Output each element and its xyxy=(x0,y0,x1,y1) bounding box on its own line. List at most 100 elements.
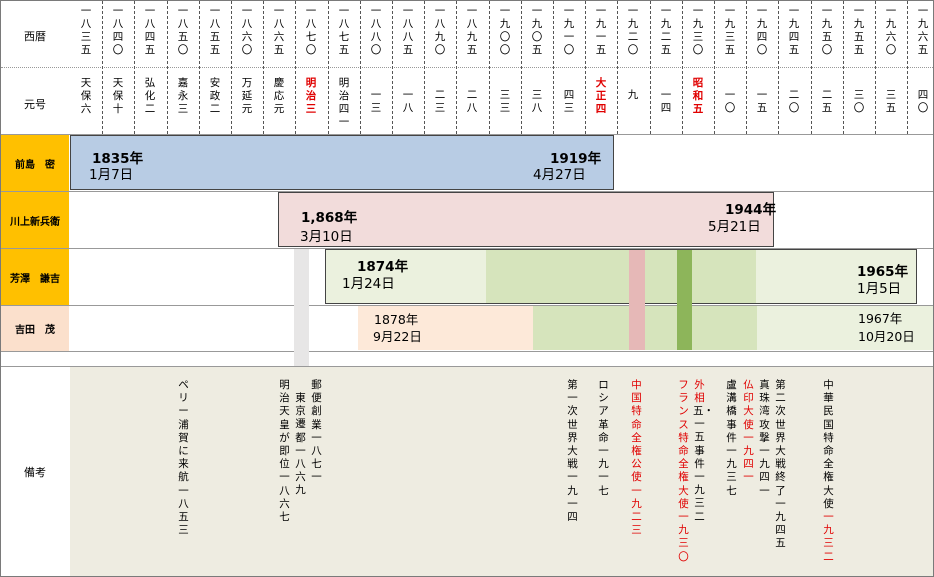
note-france-ambassador: フランス特命全権大使一九三〇 xyxy=(678,379,689,563)
note-sento: 東京遷都一八六九 xyxy=(295,392,306,497)
seireki-year: 一九一五 xyxy=(595,5,607,56)
gengo-era: 三五 xyxy=(885,89,897,114)
gengo-era: 弘化二 xyxy=(144,77,156,115)
seireki-year: 一九五五 xyxy=(853,5,865,56)
gengo-era: 三〇 xyxy=(853,89,865,114)
gengo-era: 慶応元 xyxy=(273,77,285,115)
row-divider xyxy=(1,351,933,352)
year-separator xyxy=(263,1,264,134)
gengo-era: 一三 xyxy=(370,89,382,114)
maejima-start-day: 1月7日 xyxy=(89,167,134,183)
gengo-era: 一四 xyxy=(660,89,672,114)
year-separator xyxy=(585,1,586,134)
year-separator xyxy=(102,1,103,134)
seireki-year: 一九〇五 xyxy=(531,5,543,56)
seireki-year: 一八七五 xyxy=(338,5,350,56)
seireki-year: 一八八〇 xyxy=(370,5,382,56)
year-separator xyxy=(231,1,232,134)
yoshizawa-end-day: 1月5日 xyxy=(857,281,902,297)
year-separator xyxy=(360,1,361,134)
gengo-era: 九 xyxy=(627,89,639,101)
seireki-year: 一九六五 xyxy=(917,5,929,56)
seireki-year: 一九三〇 xyxy=(692,5,704,56)
yoshizawa-end-year: 1965年 xyxy=(857,264,909,280)
gengo-era: 四〇 xyxy=(917,89,929,114)
year-separator xyxy=(328,1,329,134)
maejima-end-year: 1919年 xyxy=(550,151,602,167)
kawakami-bar xyxy=(278,192,774,247)
year-separator xyxy=(650,1,651,134)
seireki-year: 一八五〇 xyxy=(177,5,189,56)
biko-header: 備考 xyxy=(24,465,46,479)
gengo-era: 二〇 xyxy=(788,89,800,114)
note-roc-ambassador-text: 中華民国特命全権大使一九三二 xyxy=(823,379,834,563)
year-separator xyxy=(489,1,490,134)
yoshida-end-year: 1967年 xyxy=(858,311,903,326)
gengo-era: 嘉永三 xyxy=(177,77,189,115)
seireki-year: 一八四五 xyxy=(144,5,156,56)
seireki-year: 一八六〇 xyxy=(241,5,253,56)
yoshizawa-green-band xyxy=(486,250,756,303)
seireki-header: 西暦 xyxy=(24,30,46,43)
gengo-era: 大正四 xyxy=(595,77,607,115)
year-separator xyxy=(875,1,876,134)
maejima-bar xyxy=(70,135,614,190)
seireki-year: 一八三五 xyxy=(80,5,92,56)
year-separator xyxy=(778,1,779,134)
seireki-year: 一九二〇 xyxy=(627,5,639,56)
biko-background xyxy=(70,367,933,576)
note-pearl-harbor: 真珠湾攻撃一九四一 xyxy=(759,379,770,497)
year-separator xyxy=(714,1,715,134)
gengo-era: 三八 xyxy=(531,89,543,114)
gengo-era: 二八 xyxy=(466,89,478,114)
grey-band-1868 xyxy=(294,249,309,366)
gengo-era: 天保六 xyxy=(80,77,92,115)
gengo-era: 四三 xyxy=(563,89,575,114)
gengo-era: 昭和五 xyxy=(692,77,704,115)
year-separator xyxy=(843,1,844,134)
seireki-year: 一九六〇 xyxy=(885,5,897,56)
seireki-year: 一九三五 xyxy=(724,5,736,56)
row-divider xyxy=(1,305,933,306)
gengo-header: 元号 xyxy=(24,98,46,111)
seireki-year: 一九四〇 xyxy=(756,5,768,56)
year-separator xyxy=(521,1,522,134)
note-china-envoy: 中国特命全権公使一九二三 xyxy=(631,379,642,537)
year-separator xyxy=(199,1,200,134)
note-yubin: 郵便創業一八七一 xyxy=(311,379,322,484)
gengo-era: 天保十 xyxy=(112,77,124,115)
year-separator xyxy=(167,1,168,134)
note-ww2-end: 第二次世界大戦終了一九四五 xyxy=(775,379,786,550)
kawakami-end-day: 5月21日 xyxy=(708,219,761,235)
year-separator xyxy=(907,1,908,134)
row-divider xyxy=(1,191,933,192)
seireki-year: 一八四〇 xyxy=(112,5,124,56)
biko-top-line xyxy=(1,366,933,367)
seireki-year: 一九二五 xyxy=(660,5,672,56)
year-separator xyxy=(617,1,618,134)
gengo-era: 三三 xyxy=(499,89,511,114)
seireki-year: 一八九五 xyxy=(466,5,478,56)
dark-green-band-1930 xyxy=(677,250,692,350)
note-meiji-tenno: 明治天皇が即位一八六七 xyxy=(279,379,290,524)
yoshida-midgreen-band xyxy=(533,306,757,350)
year-separator xyxy=(553,1,554,134)
person-label-yoshida: 吉田 茂 xyxy=(1,306,69,351)
row-divider xyxy=(1,248,933,249)
gengo-era: 一〇 xyxy=(724,89,736,114)
year-separator xyxy=(456,1,457,134)
seireki-year: 一九一〇 xyxy=(563,5,575,56)
kawakami-end-year: 1944年 xyxy=(725,202,777,218)
maejima-end-day: 4月27日 xyxy=(533,167,586,183)
note-roc-ambassador: 中華民国特命全権大使一九三二 xyxy=(822,379,835,564)
gengo-era: 二三 xyxy=(434,89,446,114)
person-label-maejima: 前島 密 xyxy=(1,135,69,191)
year-separator xyxy=(682,1,683,134)
yoshida-start-day: 9月22日 xyxy=(373,329,422,344)
note-russian-revolution: ロシア革命一九一七 xyxy=(598,379,609,497)
gengo-era: 二五 xyxy=(821,89,833,114)
seireki-year: 一八九〇 xyxy=(434,5,446,56)
yoshizawa-start-day: 1月24日 xyxy=(342,276,395,292)
header-bottom-line xyxy=(1,134,933,135)
